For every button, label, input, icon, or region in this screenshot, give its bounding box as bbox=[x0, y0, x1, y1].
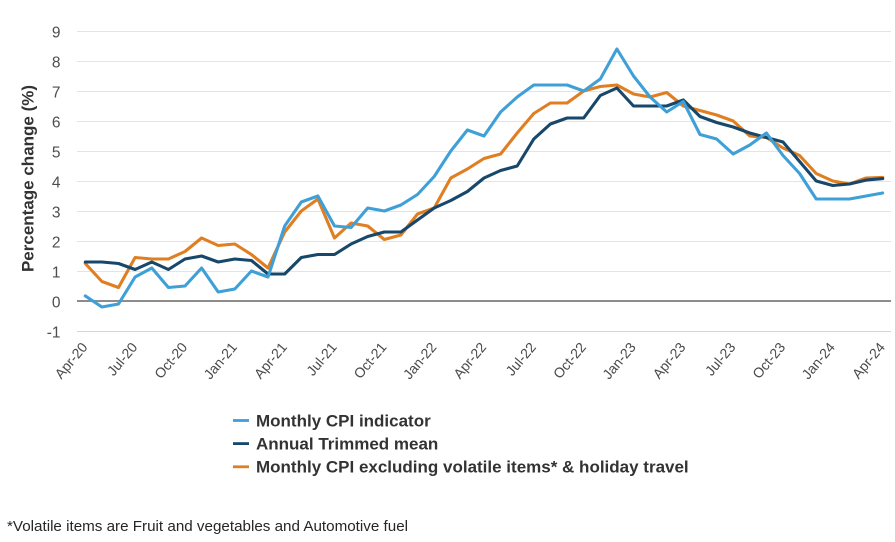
svg-text:6: 6 bbox=[52, 115, 61, 132]
svg-text:3: 3 bbox=[52, 205, 61, 222]
svg-text:Monthly CPI excluding volatile: Monthly CPI excluding volatile items* & … bbox=[256, 458, 689, 477]
svg-text:2: 2 bbox=[52, 235, 61, 252]
svg-text:Annual Trimmed mean: Annual Trimmed mean bbox=[256, 434, 438, 453]
svg-text:*Volatile items are Fruit and: *Volatile items are Fruit and vegetables… bbox=[7, 518, 408, 535]
svg-text:Monthly CPI indicator: Monthly CPI indicator bbox=[256, 411, 431, 430]
svg-text:0: 0 bbox=[52, 295, 61, 312]
svg-text:5: 5 bbox=[52, 145, 61, 162]
svg-text:4: 4 bbox=[52, 175, 61, 192]
svg-text:Percentage change (%): Percentage change (%) bbox=[19, 85, 38, 272]
svg-text:1: 1 bbox=[52, 265, 61, 282]
svg-text:8: 8 bbox=[52, 55, 61, 72]
svg-text:9: 9 bbox=[52, 25, 61, 42]
svg-text:7: 7 bbox=[52, 85, 61, 102]
svg-text:-1: -1 bbox=[47, 325, 61, 342]
